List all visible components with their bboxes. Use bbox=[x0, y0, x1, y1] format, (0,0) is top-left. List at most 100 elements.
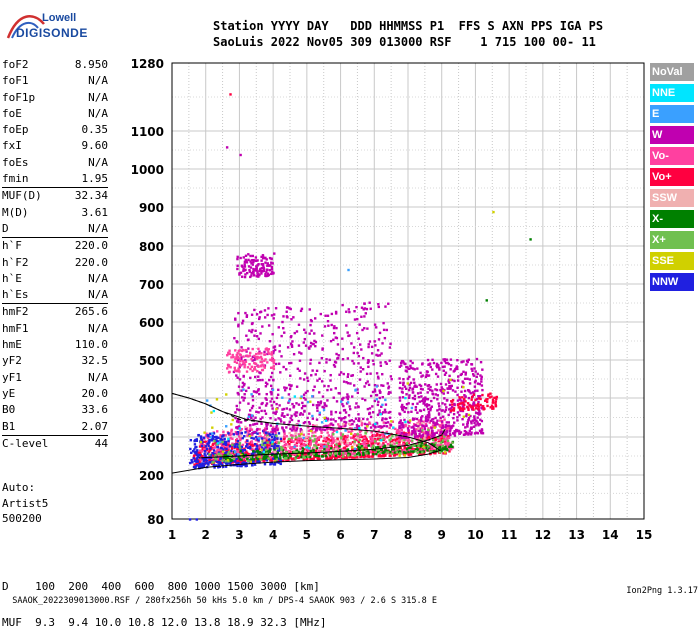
echo-point bbox=[273, 446, 276, 449]
echo-point bbox=[326, 419, 329, 422]
echo-point bbox=[285, 310, 288, 313]
echo-point bbox=[410, 406, 414, 410]
echo-point bbox=[310, 457, 313, 461]
echo-point bbox=[209, 436, 213, 439]
echo-point bbox=[255, 269, 258, 272]
echo-point bbox=[308, 308, 311, 311]
echo-point bbox=[301, 449, 305, 453]
echo-point bbox=[381, 433, 384, 436]
echo-point bbox=[408, 386, 412, 389]
echo-point bbox=[283, 386, 286, 389]
echo-point bbox=[263, 459, 266, 462]
echo-point bbox=[230, 459, 233, 462]
echo-point bbox=[219, 446, 223, 450]
echo-point bbox=[306, 455, 310, 458]
echo-point bbox=[375, 434, 379, 437]
echo-point bbox=[212, 432, 216, 435]
echo-point bbox=[253, 460, 256, 463]
echo-point bbox=[304, 455, 308, 458]
echo-point bbox=[343, 446, 347, 450]
echo-point bbox=[360, 306, 364, 309]
echo-point bbox=[244, 425, 247, 429]
echo-point bbox=[389, 437, 393, 440]
echo-point bbox=[194, 465, 197, 468]
echo-point bbox=[451, 389, 455, 392]
echo-point bbox=[300, 429, 303, 432]
echo-point bbox=[230, 445, 234, 448]
echo-point bbox=[235, 420, 239, 423]
echo-point bbox=[389, 440, 392, 443]
echo-point bbox=[475, 397, 479, 401]
echo-point bbox=[311, 342, 314, 346]
echo-point bbox=[356, 391, 359, 395]
echo-point bbox=[474, 411, 478, 415]
echo-point bbox=[263, 409, 266, 413]
echo-point bbox=[228, 450, 231, 454]
echo-point bbox=[319, 446, 322, 450]
echo-point bbox=[195, 464, 199, 467]
echo-point bbox=[402, 383, 405, 387]
echo-point bbox=[246, 417, 250, 420]
echo-point bbox=[468, 378, 472, 381]
echo-point bbox=[468, 390, 471, 393]
echo-point bbox=[443, 373, 447, 376]
echo-point bbox=[235, 404, 238, 408]
echo-point bbox=[448, 387, 452, 390]
echo-point bbox=[290, 453, 293, 456]
echo-point bbox=[480, 407, 483, 410]
echo-point bbox=[192, 454, 196, 457]
echo-point bbox=[414, 433, 417, 436]
echo-point bbox=[344, 437, 348, 441]
param-value: 32.5 bbox=[81, 354, 109, 368]
echo-point bbox=[369, 415, 373, 419]
echo-point bbox=[372, 411, 375, 414]
echo-point bbox=[398, 438, 401, 442]
echo-point bbox=[302, 455, 305, 459]
echo-point bbox=[308, 441, 311, 444]
echo-point bbox=[355, 424, 359, 427]
echo-point bbox=[221, 447, 224, 450]
echo-point bbox=[444, 433, 447, 436]
echo-point bbox=[473, 385, 477, 388]
echo-point bbox=[308, 450, 311, 454]
echo-point bbox=[279, 437, 283, 441]
echo-point bbox=[258, 432, 262, 435]
echo-point bbox=[252, 418, 255, 422]
echo-point bbox=[441, 387, 444, 391]
echo-point bbox=[247, 253, 250, 256]
echo-point bbox=[431, 358, 434, 362]
echo-point bbox=[241, 452, 244, 456]
echo-point bbox=[480, 419, 484, 423]
echo-point bbox=[401, 391, 404, 394]
echo-point bbox=[376, 445, 380, 449]
echo-point bbox=[266, 272, 270, 275]
echo-point bbox=[333, 429, 336, 433]
echo-point bbox=[408, 449, 412, 452]
echo-point bbox=[323, 325, 327, 328]
echo-point bbox=[223, 454, 226, 457]
echo-point bbox=[262, 266, 265, 269]
echo-point bbox=[189, 438, 193, 442]
echo-point bbox=[252, 259, 255, 262]
echo-point bbox=[395, 440, 399, 443]
echo-point bbox=[256, 448, 259, 451]
echo-point bbox=[443, 418, 446, 421]
echo-point bbox=[317, 443, 320, 447]
echo-point bbox=[318, 411, 322, 414]
echo-point bbox=[239, 256, 242, 260]
echo-point bbox=[384, 451, 388, 454]
echo-point bbox=[242, 455, 246, 458]
echo-point bbox=[334, 361, 338, 364]
echo-point bbox=[297, 323, 301, 326]
echo-point bbox=[480, 375, 483, 379]
echo-point bbox=[470, 363, 474, 366]
echo-point bbox=[315, 438, 319, 441]
echo-point bbox=[291, 402, 294, 406]
echo-point bbox=[439, 419, 442, 422]
echo-point bbox=[287, 393, 291, 396]
echo-point bbox=[325, 457, 328, 460]
echo-point bbox=[373, 437, 377, 441]
echo-point bbox=[275, 458, 278, 461]
echo-point bbox=[274, 362, 278, 366]
param-label: h`F2 bbox=[2, 255, 29, 269]
